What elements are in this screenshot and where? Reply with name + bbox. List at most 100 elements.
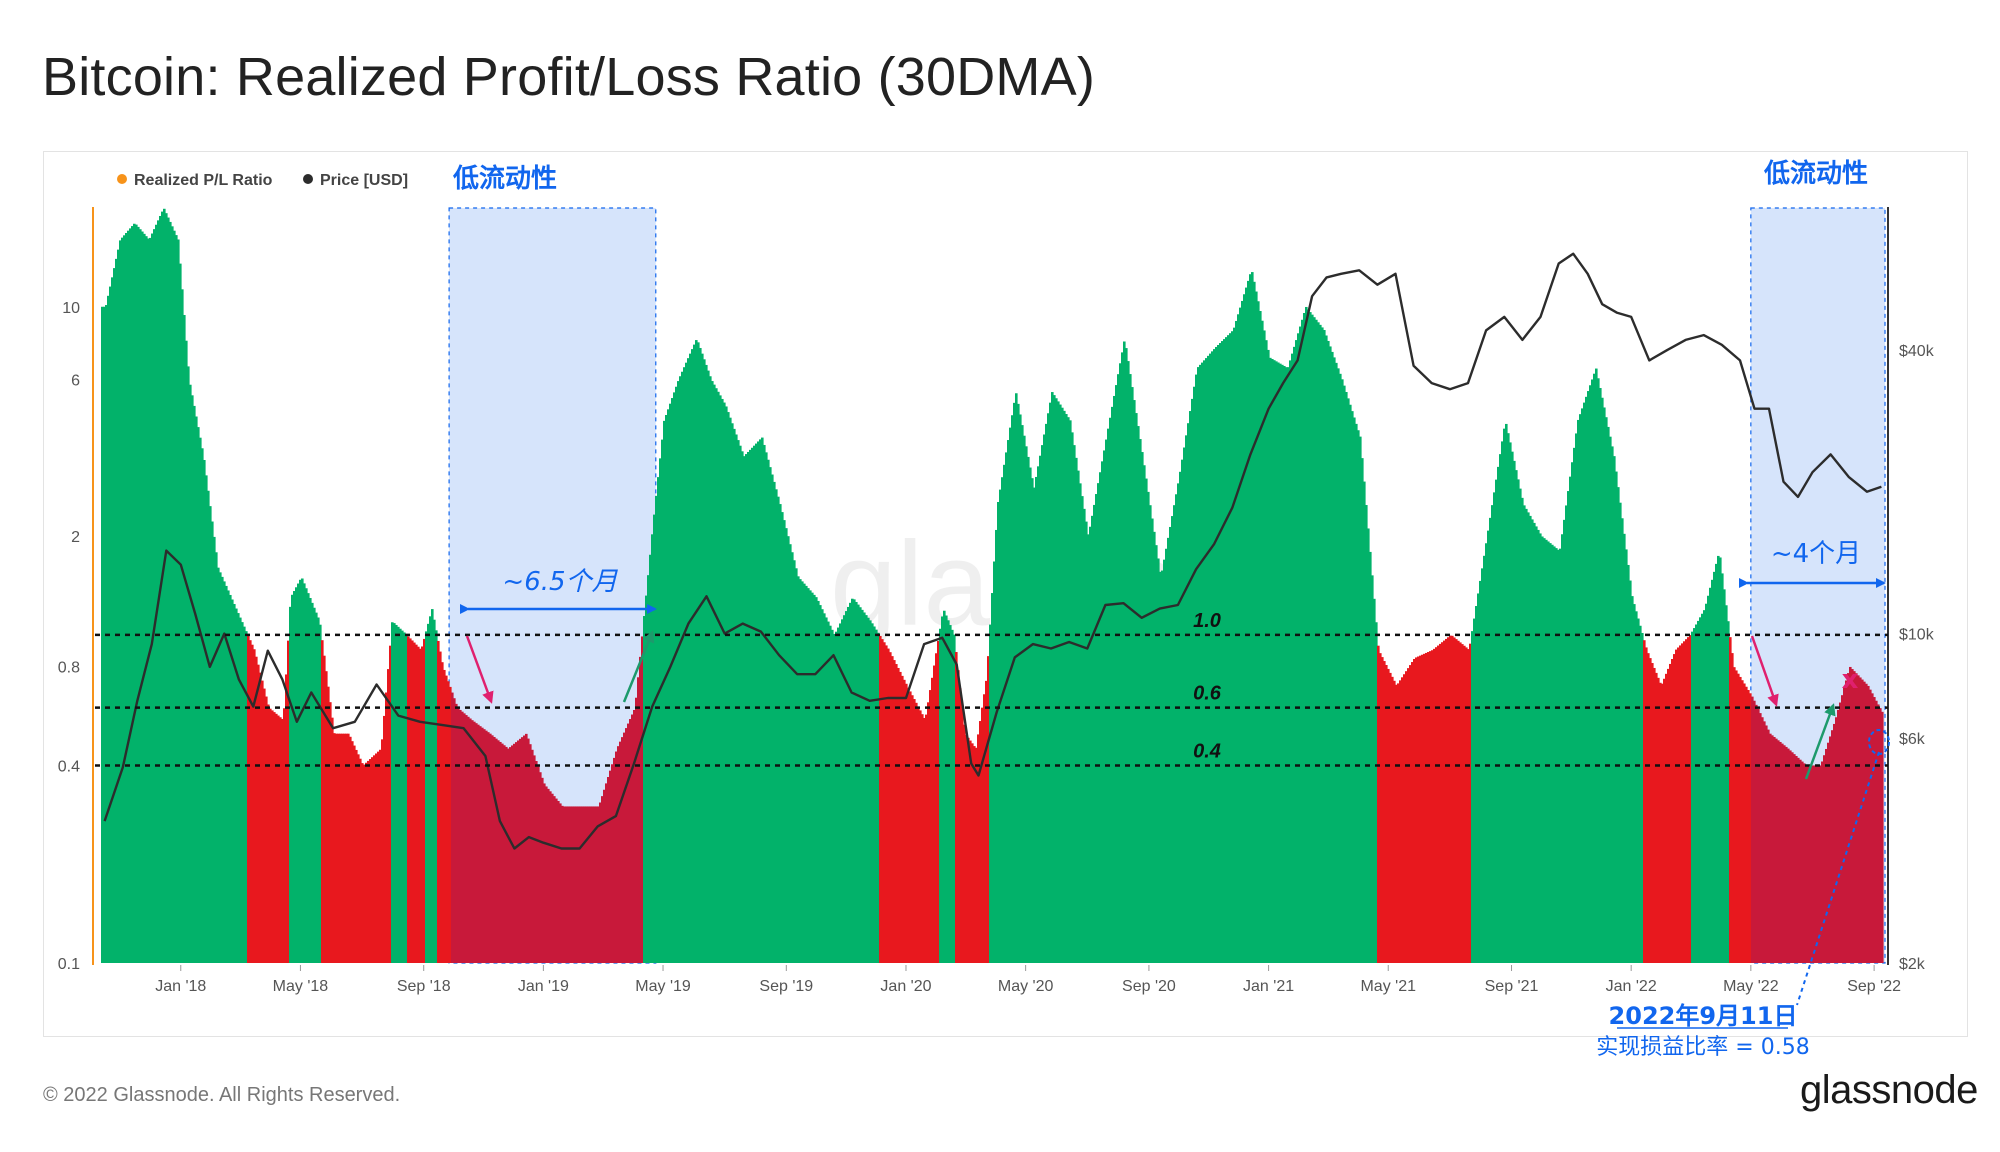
ratio-bar: [263, 688, 266, 963]
ratio-bar: [1371, 575, 1374, 963]
ratio-bar: [407, 636, 410, 963]
ratio-bar: [1033, 487, 1036, 963]
ratio-bar: [685, 362, 688, 963]
ratio-bar: [1725, 605, 1728, 963]
ratio-bar: [1003, 464, 1006, 963]
ratio-bar: [1639, 625, 1642, 963]
ratio-bar: [1155, 545, 1158, 963]
ratio-bar: [1425, 652, 1428, 963]
ratio-bar: [1369, 551, 1372, 963]
ratio-bar: [1515, 470, 1518, 963]
ratio-bar: [113, 268, 116, 963]
ratio-bar: [1353, 417, 1356, 963]
ratio-bar: [525, 733, 528, 963]
ratio-bar: [343, 733, 346, 963]
ratio-bar: [1377, 645, 1380, 963]
ratio-bar: [669, 403, 672, 963]
ratio-bar: [867, 617, 870, 963]
ratio-bar: [1587, 391, 1590, 963]
ratio-bar: [1461, 644, 1464, 963]
ratio-bar: [513, 743, 516, 963]
ratio-bar: [623, 732, 626, 963]
ratio-bar: [1421, 654, 1424, 963]
ratio-bar: [521, 737, 524, 963]
ratio-bar: [1243, 294, 1246, 963]
ratio-bar: [1849, 666, 1852, 963]
ratio-bar: [1513, 460, 1516, 963]
ratio-bar: [545, 786, 548, 963]
ratio-bar: [127, 230, 130, 963]
ratio-bar: [953, 634, 956, 963]
ratio-bar: [1075, 457, 1078, 963]
ratio-bar: [1679, 645, 1682, 963]
ratio-bar: [139, 229, 142, 963]
ratio-bar: [285, 674, 288, 963]
ratio-bar: [811, 592, 814, 963]
ratio-bar: [605, 783, 608, 963]
ratio-bar: [831, 629, 834, 963]
ratio-bar: [1579, 414, 1582, 963]
ratio-bar: [489, 733, 492, 963]
ratio-bar: [1415, 657, 1418, 963]
ratio-bar: [909, 691, 912, 963]
ratio-bar: [1681, 643, 1684, 963]
ratio-bar: [1505, 423, 1508, 963]
ratio-bar: [1733, 667, 1736, 963]
ratio-bar: [1359, 436, 1362, 963]
ratio-bar: [1295, 340, 1298, 963]
left-axis-ticks: 0.1 0.4 0.8 2 6 10: [58, 300, 80, 973]
ratio-bar: [1523, 505, 1526, 963]
ratio-bar: [1873, 697, 1876, 963]
ratio-bar: [1623, 533, 1626, 963]
right-tick-label: $2k: [1899, 956, 1926, 973]
ratio-bar: [349, 736, 352, 963]
ratio-bar: [383, 715, 386, 963]
ratio-bar: [1465, 647, 1468, 963]
left-tick-label: 0.8: [58, 660, 80, 677]
ratio-bar: [419, 648, 422, 963]
ratio-bar: [475, 723, 478, 963]
ratio-bar: [661, 439, 664, 963]
ratio-bar: [1645, 647, 1648, 963]
ratio-bar: [563, 806, 566, 963]
ratio-bar: [1737, 673, 1740, 963]
ratio-bar: [103, 306, 106, 963]
x-tick-label: Sep '21: [1485, 978, 1539, 995]
ratio-bar: [311, 602, 314, 963]
ratio-bar: [333, 733, 336, 963]
ratio-bar: [1637, 618, 1640, 963]
ratio-bar: [267, 704, 270, 963]
ratio-bar: [117, 249, 120, 963]
x-tick-label: May '22: [1723, 978, 1779, 995]
ratio-bar: [1749, 693, 1752, 963]
ratio-bar: [1661, 683, 1664, 963]
ratio-bar: [1411, 662, 1414, 963]
ratio-bar: [1535, 526, 1538, 963]
ratio-bar: [209, 506, 212, 963]
ratio-bar: [725, 406, 728, 963]
ratio-bar: [1357, 430, 1360, 963]
ratio-bar: [1669, 663, 1672, 963]
ratio-bar: [1405, 671, 1408, 963]
ratio-bar: [451, 692, 454, 963]
ratio-bar: [277, 715, 280, 963]
ratio-bar: [1229, 333, 1232, 963]
ratio-bar: [261, 680, 264, 963]
ratio-bar: [995, 529, 998, 963]
ratio-bar: [637, 677, 640, 963]
ratio-bar: [1687, 637, 1690, 963]
ratio-bar: [1193, 386, 1196, 963]
ratio-bar: [361, 763, 364, 963]
ratio-bar: [887, 648, 890, 963]
ratio-bar: [1363, 481, 1366, 963]
ratio-bar: [1487, 530, 1490, 963]
ratio-bar: [1561, 534, 1564, 963]
ratio-bar: [561, 805, 564, 963]
ratio-bar: [231, 599, 234, 963]
ratio-bar: [1881, 711, 1884, 963]
ratio-bar: [469, 718, 472, 963]
ratio-bar: [1567, 491, 1570, 963]
ratio-bar: [1853, 671, 1856, 963]
ratio-bar: [1215, 346, 1218, 963]
